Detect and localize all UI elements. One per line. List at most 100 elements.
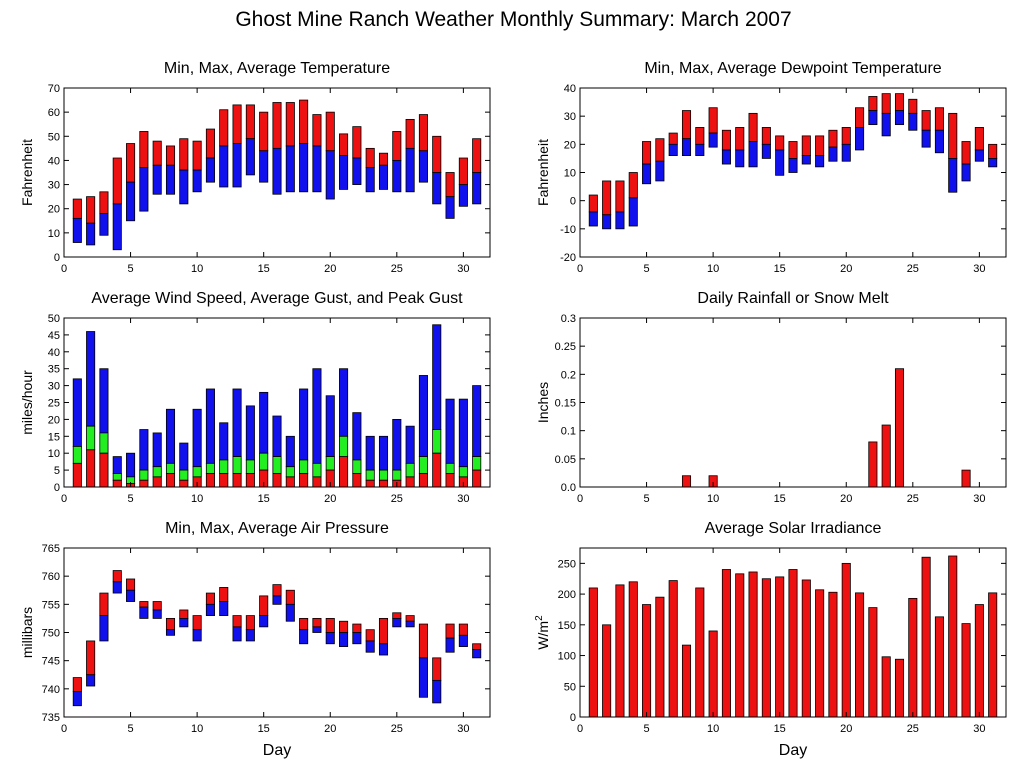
y-tick-label: 25 bbox=[48, 398, 60, 410]
bar-max bbox=[721, 129, 731, 151]
x-tick-label: 5 bbox=[128, 723, 134, 735]
bar-max bbox=[179, 609, 189, 619]
bar-value bbox=[961, 623, 971, 718]
bar-peak-gust bbox=[272, 415, 282, 457]
bar-max bbox=[232, 615, 242, 628]
y-tick-label: 250 bbox=[558, 558, 576, 570]
bar-peak-gust bbox=[86, 331, 96, 427]
x-tick-label: 10 bbox=[191, 263, 203, 275]
bar-min bbox=[828, 146, 838, 162]
bar-value bbox=[974, 604, 984, 718]
bar-peak-gust bbox=[259, 391, 269, 454]
bar-min bbox=[908, 112, 918, 131]
chart-title: Min, Max, Average Temperature bbox=[164, 60, 390, 77]
y-tick-label: 10 bbox=[48, 448, 60, 460]
y-tick-label: 5 bbox=[54, 465, 60, 477]
bar-min bbox=[152, 164, 162, 195]
y-tick-label: 35 bbox=[48, 364, 60, 376]
bar-avg-speed bbox=[285, 476, 295, 488]
y-tick-label: 20 bbox=[48, 204, 60, 216]
bar-value bbox=[615, 584, 625, 718]
bar-avg-gust bbox=[219, 459, 229, 474]
y-tick-label: -10 bbox=[560, 224, 576, 236]
chart-temp: Min, Max, Average Temperature01020304050… bbox=[19, 60, 491, 275]
bar-avg-speed bbox=[219, 473, 229, 488]
y-axis-label: Inches bbox=[535, 382, 551, 423]
bar-max bbox=[378, 152, 389, 166]
bar-avg-speed bbox=[112, 479, 122, 488]
bar-max bbox=[602, 180, 612, 216]
x-tick-label: 5 bbox=[128, 493, 134, 505]
bar-min bbox=[285, 145, 295, 193]
bar-avg-speed bbox=[86, 449, 96, 488]
bar-avg-gust bbox=[325, 456, 335, 471]
bar-min bbox=[192, 629, 202, 642]
bar-avg-gust bbox=[272, 456, 282, 474]
bar-min bbox=[126, 589, 136, 602]
bar-value bbox=[681, 475, 692, 488]
bar-min bbox=[432, 172, 442, 205]
bar-avg-speed bbox=[405, 476, 415, 488]
bar-max bbox=[458, 157, 468, 185]
y-axis-label-superscript: 2 bbox=[534, 615, 545, 621]
bar-min bbox=[72, 691, 82, 707]
bar-min bbox=[472, 649, 482, 659]
y-tick-label: 740 bbox=[42, 684, 60, 696]
y-tick-label: 30 bbox=[48, 180, 60, 192]
y-tick-label: 20 bbox=[48, 414, 60, 426]
chart-press: Min, Max, Average Air Pressure 735 740 745 7… bbox=[19, 520, 491, 759]
y-tick-label: 0 bbox=[570, 712, 576, 724]
bar-avg-gust bbox=[365, 469, 375, 481]
bar-max bbox=[99, 191, 109, 214]
x-tick-label: 0 bbox=[577, 263, 583, 275]
bar-max bbox=[642, 141, 652, 165]
bar-max bbox=[392, 612, 402, 619]
bar-min bbox=[152, 609, 162, 619]
x-tick-label: 25 bbox=[907, 263, 919, 275]
bar-value bbox=[628, 581, 638, 718]
x-tick-label: 30 bbox=[973, 493, 985, 505]
bar-avg-gust bbox=[245, 459, 255, 474]
bar-min bbox=[801, 155, 811, 165]
bar-max bbox=[365, 147, 375, 169]
y-tick-label: 0.2 bbox=[561, 369, 576, 381]
y-tick-label: 45 bbox=[48, 330, 60, 342]
bar-min bbox=[934, 129, 944, 154]
bar-max bbox=[775, 135, 785, 151]
bar-max bbox=[299, 618, 309, 631]
y-tick-label: 755 bbox=[42, 599, 60, 611]
bar-peak-gust bbox=[432, 324, 442, 430]
x-tick-label: 20 bbox=[324, 723, 336, 735]
bar-max bbox=[325, 111, 335, 152]
bar-max bbox=[788, 141, 798, 159]
bar-max bbox=[245, 104, 255, 140]
bar-min bbox=[99, 213, 109, 236]
bar-value bbox=[748, 571, 758, 718]
bar-max bbox=[472, 138, 482, 173]
y-tick-label: 70 bbox=[48, 83, 60, 95]
bar-min bbox=[642, 163, 652, 185]
bar-peak-gust bbox=[179, 442, 189, 471]
bar-min bbox=[855, 127, 865, 151]
x-tick-label: 10 bbox=[707, 493, 719, 505]
bar-min bbox=[86, 222, 96, 246]
bar-value bbox=[708, 630, 718, 718]
bar-min bbox=[894, 110, 905, 126]
bar-avg-gust bbox=[205, 462, 215, 474]
bar-peak-gust bbox=[152, 432, 162, 468]
bar-min bbox=[458, 184, 468, 207]
bar-max bbox=[472, 643, 482, 650]
page-title: Ghost Mine Ranch Weather Monthly Summary… bbox=[235, 8, 792, 31]
x-tick-label: 30 bbox=[973, 263, 985, 275]
bar-peak-gust bbox=[378, 435, 389, 471]
bar-peak-gust bbox=[219, 422, 229, 461]
y-tick-label: 40 bbox=[48, 347, 60, 359]
bar-avg-speed bbox=[378, 479, 389, 488]
bar-min bbox=[139, 606, 149, 619]
bar-peak-gust bbox=[365, 435, 375, 471]
bar-min bbox=[72, 217, 82, 243]
bar-value bbox=[695, 587, 705, 718]
bar-min bbox=[339, 155, 349, 190]
plot-frame bbox=[63, 87, 491, 258]
bar-value bbox=[881, 424, 891, 488]
